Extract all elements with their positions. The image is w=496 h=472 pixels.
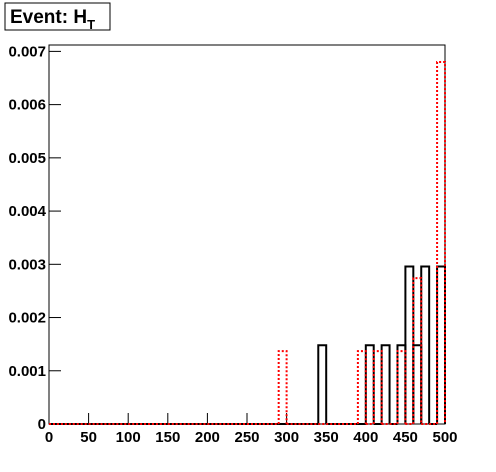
histogram-bin <box>364 344 375 424</box>
histogram-bin <box>277 350 288 424</box>
histogram-bin <box>396 350 407 424</box>
histogram-bin <box>436 265 446 424</box>
x-tick-label: 500 <box>432 429 457 446</box>
histogram-bin <box>380 344 391 424</box>
x-tick-label: 50 <box>80 429 97 446</box>
histogram-bin <box>420 265 431 424</box>
y-tick-label: 0 <box>38 416 46 433</box>
y-tick-label: 0.001 <box>8 363 46 380</box>
y-tick-label: 0.005 <box>8 150 46 167</box>
chart-title: Event: HT <box>10 7 95 32</box>
title-box <box>4 2 111 31</box>
histogram-bin <box>412 277 423 424</box>
title-subscript: T <box>87 17 95 32</box>
y-tick-label: 0.007 <box>8 43 46 60</box>
histogram-bin <box>317 344 328 424</box>
x-tick-label: 100 <box>116 429 141 446</box>
x-tick-label: 350 <box>314 429 339 446</box>
x-tick-label: 150 <box>155 429 180 446</box>
histogram-bin <box>372 350 383 424</box>
plot-frame <box>48 44 446 425</box>
x-tick-label: 300 <box>274 429 299 446</box>
y-tick-label: 0.002 <box>8 310 46 327</box>
title-main: Event: H <box>10 7 87 28</box>
histogram-bin <box>404 265 415 424</box>
histogram-bin <box>412 344 423 424</box>
y-tick-label: 0.004 <box>8 203 46 220</box>
histogram-bin <box>436 61 446 424</box>
y-tick-label: 0.003 <box>8 256 46 273</box>
x-tick-label: 400 <box>353 429 378 446</box>
x-tick-label: 250 <box>234 429 259 446</box>
x-tick-label: 0 <box>45 429 53 446</box>
histogram-bin <box>356 350 367 424</box>
x-tick-label: 450 <box>393 429 418 446</box>
histogram-bin <box>396 344 407 424</box>
x-tick-label: 200 <box>195 429 220 446</box>
y-tick-label: 0.006 <box>8 97 46 114</box>
